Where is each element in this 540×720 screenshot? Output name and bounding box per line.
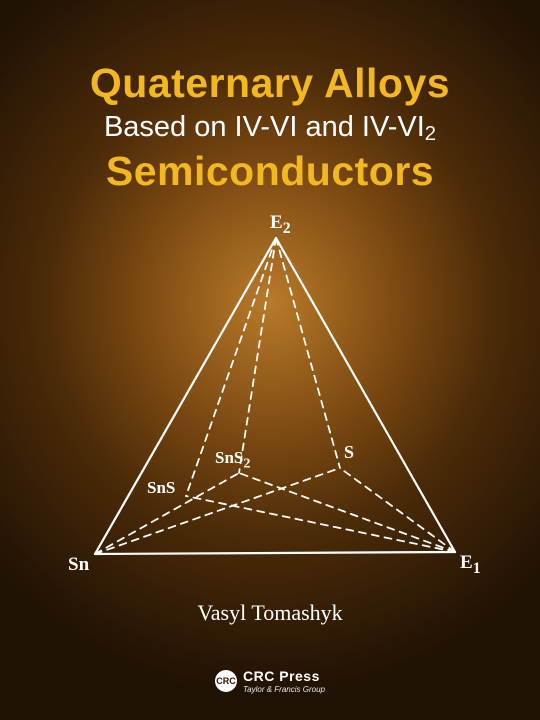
author-name: Vasyl Tomashyk	[0, 600, 540, 626]
publisher-mark-icon: CRC	[215, 670, 237, 692]
publisher-name: CRC Press	[243, 668, 325, 684]
publisher-block: CRC CRC Press Taylor & Francis Group	[0, 668, 540, 694]
title-block: Quaternary Alloys Based on IV-VI and IV-…	[0, 60, 540, 195]
vertex-label-sns2: SnS2	[215, 448, 250, 472]
title-line-1: Quaternary Alloys	[0, 60, 540, 107]
vertex-label-sns: SnS	[147, 478, 175, 498]
publisher-tagline: Taylor & Francis Group	[243, 685, 325, 694]
title-line-2: Based on IV-VI and IV-VI2	[0, 111, 540, 146]
title-line-2-sub: 2	[425, 123, 436, 145]
vertex-label-sn: Sn	[68, 554, 89, 576]
title-line-3: Semiconductors	[0, 148, 540, 195]
vertex-label-s: S	[344, 442, 354, 463]
title-line-2-pre: Based on IV-VI and IV-VI	[104, 111, 425, 143]
vertex-label-e2: E2	[270, 212, 291, 238]
book-cover: Quaternary Alloys Based on IV-VI and IV-…	[0, 0, 540, 720]
vertex-label-e1: E1	[460, 552, 481, 578]
